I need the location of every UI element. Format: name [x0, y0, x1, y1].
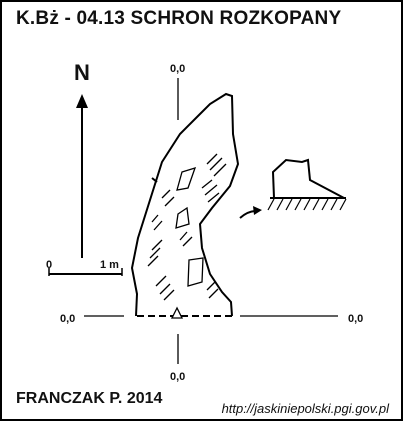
datum-point-marker	[172, 308, 182, 318]
datum-label-left: 0,0	[60, 313, 75, 325]
scale-bar: 0 1 m	[46, 259, 122, 276]
north-label: N	[74, 60, 90, 85]
datum-label-bottom: 0,0	[170, 371, 185, 383]
view-direction-arrow	[240, 206, 262, 218]
datum-label-right: 0,0	[348, 313, 363, 325]
north-arrow: N	[74, 60, 90, 258]
scale-end-label: 1 m	[100, 259, 119, 271]
datum-label-top: 0,0	[170, 63, 185, 75]
cave-outline	[132, 94, 238, 316]
author-credit: FRANCZAK P. 2014	[16, 390, 162, 408]
profile-ground-hatching	[268, 199, 346, 210]
source-url: http://jaskiniepolski.pgi.gov.pl	[222, 401, 389, 416]
rock-blocks	[176, 168, 203, 286]
datum-axes	[84, 78, 338, 364]
entrance-profile	[270, 160, 346, 198]
